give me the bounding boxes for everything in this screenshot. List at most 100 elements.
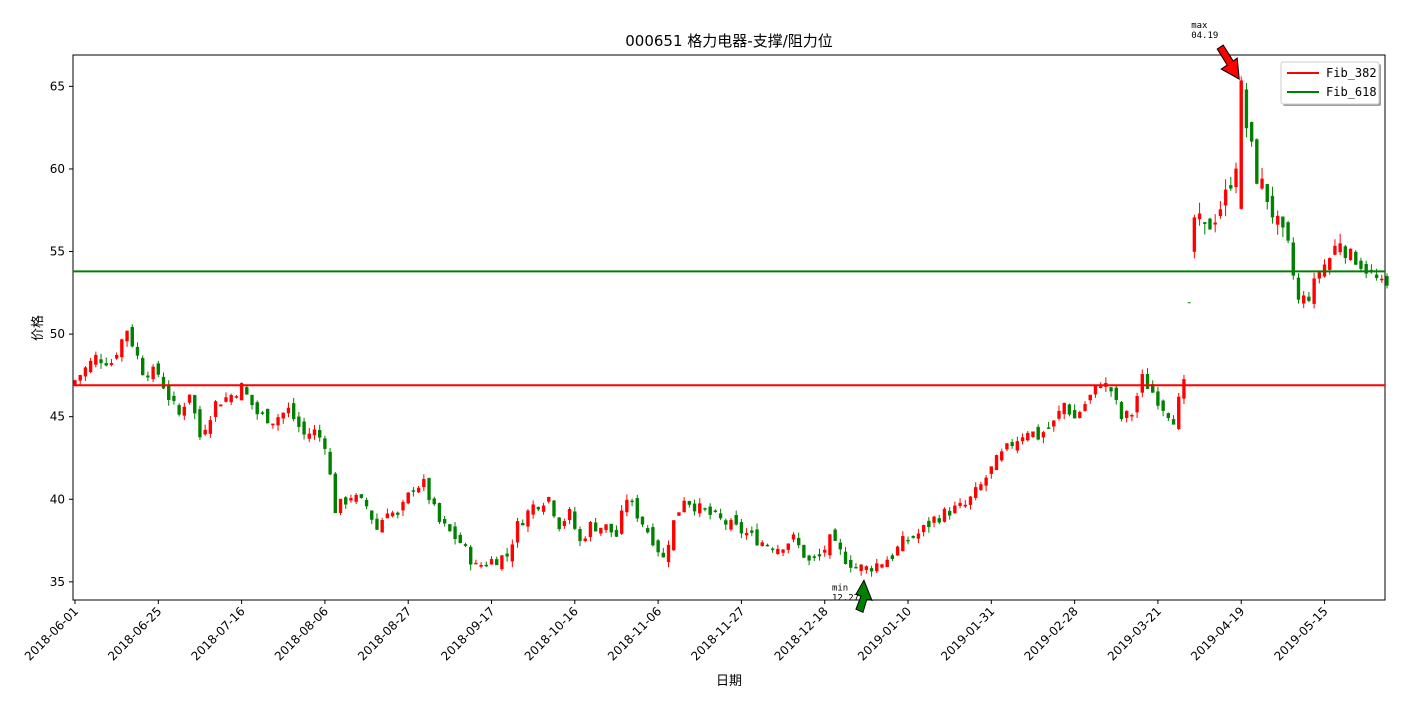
- candle-body: [125, 330, 129, 342]
- candle-body: [1052, 420, 1056, 427]
- candle-body: [562, 521, 567, 526]
- candle-body: [219, 404, 223, 407]
- candle-body: [791, 534, 796, 540]
- candle-body: [1255, 139, 1259, 184]
- candle-body: [911, 536, 915, 538]
- candle-body: [698, 503, 702, 514]
- candle-body: [974, 487, 978, 498]
- candle-body: [1265, 184, 1269, 203]
- candle-body: [130, 326, 134, 347]
- candle-body: [718, 513, 723, 519]
- candle-body: [776, 548, 780, 555]
- candle-body: [583, 538, 587, 542]
- candle-body: [1208, 218, 1212, 230]
- candle-body: [521, 523, 525, 526]
- candle-body: [609, 523, 613, 533]
- candle-body: [593, 522, 598, 532]
- candle-body: [994, 455, 999, 471]
- candle-body: [573, 511, 577, 529]
- candle-body: [1302, 295, 1306, 304]
- candle-body: [489, 559, 494, 565]
- min-annotation-text: min: [832, 583, 848, 593]
- candle-body: [375, 518, 379, 530]
- candle-body: [1171, 419, 1176, 425]
- candle-body: [947, 510, 952, 516]
- candle-body: [1223, 189, 1228, 206]
- candle-body: [823, 549, 827, 553]
- candle-body: [1062, 402, 1066, 415]
- candle-body: [453, 526, 457, 540]
- candle-body: [770, 548, 775, 551]
- candle-body: [1088, 394, 1092, 401]
- candle-body: [1328, 258, 1332, 270]
- candle-body: [83, 367, 88, 377]
- candle-body: [234, 396, 239, 398]
- candle-body: [536, 506, 541, 510]
- candle-body: [708, 506, 712, 515]
- candle-body: [1374, 274, 1379, 278]
- candle-body: [802, 544, 806, 558]
- candle-body: [1359, 260, 1363, 269]
- candle-body: [755, 529, 759, 546]
- candle-body: [99, 359, 103, 364]
- candle-body: [442, 519, 447, 524]
- candle-body: [750, 530, 754, 533]
- candle-body: [1249, 122, 1254, 142]
- candle-body: [1296, 277, 1301, 300]
- candle-body: [495, 559, 499, 566]
- candle-body: [297, 416, 301, 427]
- candle-body: [890, 555, 895, 560]
- candle-body: [963, 504, 967, 507]
- candle-body: [1218, 209, 1223, 217]
- candle-body: [416, 487, 421, 493]
- candle-body: [1385, 276, 1389, 286]
- y-tick-label: 40: [50, 492, 65, 506]
- candle-body: [1119, 402, 1124, 420]
- candle-body: [1312, 278, 1316, 304]
- chart-title: 000651 格力电器-支撑/阻力位: [625, 32, 833, 50]
- candle-body: [932, 516, 936, 523]
- candle-body: [73, 380, 77, 385]
- candle-body: [245, 387, 249, 395]
- candle-body: [875, 563, 879, 572]
- candle-body: [786, 543, 790, 550]
- candle-body: [1244, 89, 1249, 129]
- min-arrow-icon: [855, 579, 873, 613]
- candle-body: [463, 544, 468, 546]
- candle-body: [921, 525, 926, 533]
- candle-body: [864, 566, 869, 571]
- candle-body: [182, 406, 187, 416]
- candle-body: [812, 556, 816, 558]
- candle-body: [880, 564, 884, 568]
- candle-body: [614, 529, 619, 537]
- candle-body: [1041, 432, 1046, 438]
- candle-body: [744, 532, 749, 536]
- candle-body: [370, 510, 374, 520]
- candle-body: [135, 346, 140, 356]
- candle-body: [713, 510, 718, 512]
- candle-body: [901, 536, 905, 552]
- candle-body: [323, 438, 327, 449]
- candle-body: [1213, 222, 1217, 225]
- candle-body: [968, 496, 973, 505]
- candle-body: [213, 401, 218, 417]
- candle-body: [557, 517, 561, 530]
- candle-body: [469, 546, 473, 565]
- min-annotation-text: 12.27: [832, 593, 859, 603]
- candle-body: [1057, 410, 1061, 419]
- candle-body: [1354, 251, 1358, 265]
- candle-body: [344, 497, 348, 505]
- y-tick-label: 50: [50, 327, 65, 341]
- candle-body: [885, 559, 889, 568]
- candle-body: [328, 451, 332, 475]
- candle-body: [422, 478, 426, 488]
- legend-label: Fib_618: [1326, 85, 1377, 99]
- candle-body: [1145, 374, 1150, 389]
- candle-body: [1203, 222, 1207, 224]
- y-tick-label: 60: [50, 162, 65, 176]
- candle-body: [1166, 413, 1171, 419]
- candle-body: [1380, 278, 1384, 281]
